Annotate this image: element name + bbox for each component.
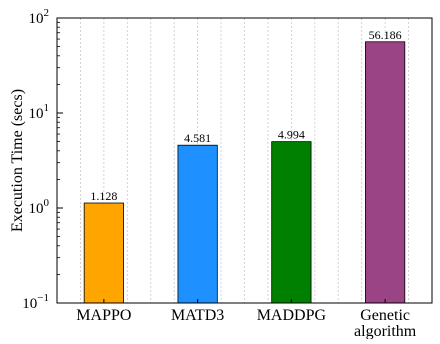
y-tick-label-3: 102 [29,7,50,27]
grid-layer [80,18,409,303]
value-label-1: 4.581 [184,131,211,145]
y-tick-label-0: 10−1 [22,292,49,312]
label-layer: 1.128 MAPPO 4.581 MATD3 4.994 MADDPG 56.186 Gen… [22,7,417,340]
value-label-2: 4.994 [278,128,305,142]
category-label-1: MATD3 [171,307,224,324]
tick-layer [57,17,386,304]
category-label-0: MAPPO [76,307,131,324]
bar-3 [365,41,406,304]
category-label-2: MADDPG [257,307,327,324]
plot-frame [56,17,433,304]
value-label-3: 56.186 [369,28,402,42]
y-tick-label-2: 101 [29,102,50,122]
value-label-0: 1.128 [90,189,117,203]
bar-1 [177,144,218,304]
bar-2 [271,141,312,304]
category-label-3: Genetic algorithm [354,307,417,339]
bar-layer [83,41,406,304]
y-axis-label: Execution Time (secs) [9,89,26,232]
bar-0 [83,202,124,304]
y-tick-label-1: 100 [29,197,50,217]
